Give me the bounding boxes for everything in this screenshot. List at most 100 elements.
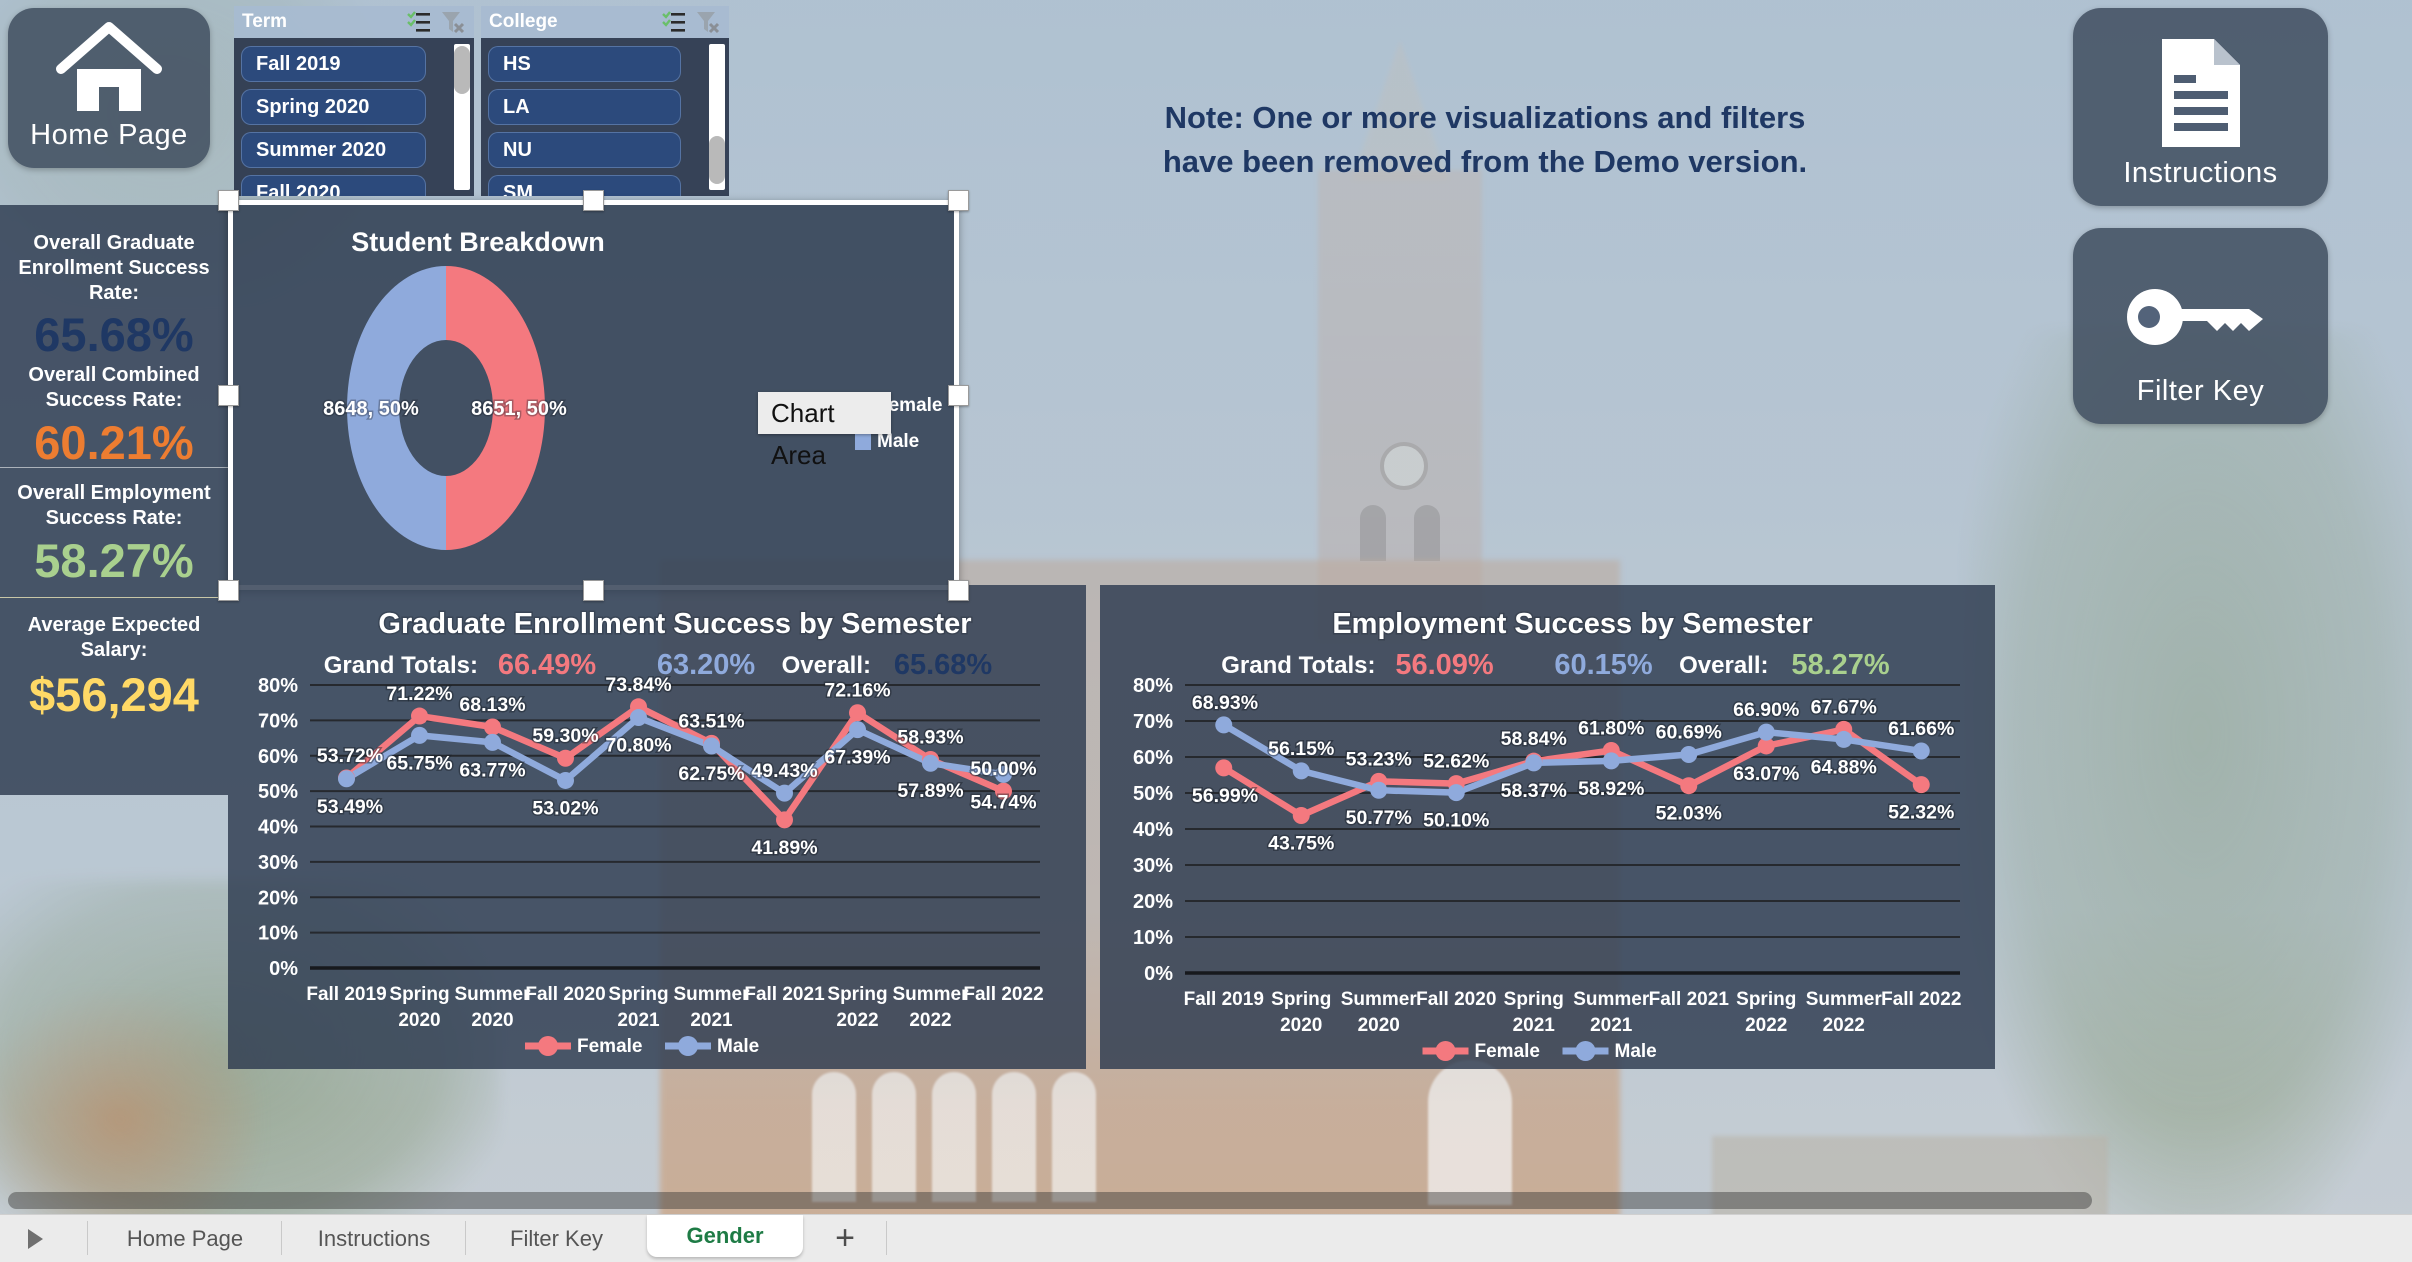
selection-handle[interactable]: [218, 190, 239, 211]
x-axis-tick: Summer: [1806, 989, 1883, 1010]
tab-instructions[interactable]: Instructions: [317, 1225, 431, 1251]
tab-separator: [281, 1221, 282, 1255]
x-axis-tick: 2022: [1823, 1015, 1865, 1036]
y-axis-tick: 50%: [1133, 783, 1173, 805]
selection-handle[interactable]: [948, 190, 969, 211]
x-axis-tick: 2020: [471, 1010, 513, 1031]
stat-3: Overall Employment Success Rate:: [0, 481, 228, 531]
y-axis-tick: 10%: [258, 923, 298, 945]
stats-sidebar: Overall Graduate Enrollment Success Rate…: [0, 205, 228, 795]
x-axis-tick: Spring: [827, 984, 887, 1005]
graduate-enrollment-chart[interactable]: Graduate Enrollment Success by Semester G…: [228, 585, 1086, 1069]
slicer-scrollbar-thumb[interactable]: [454, 46, 470, 94]
horizontal-scrollbar[interactable]: [8, 1192, 2092, 1209]
slicer-item-la[interactable]: LA: [488, 89, 681, 125]
tab-gender[interactable]: Gender: [647, 1215, 803, 1257]
data-label-male: 63.77%: [459, 759, 525, 781]
data-label-female: 72.16%: [824, 680, 890, 702]
slicer-item-sm[interactable]: SM: [488, 175, 681, 196]
legend-label: Male: [877, 431, 920, 452]
slicer-item-nu[interactable]: NU: [488, 132, 681, 168]
add-sheet-button[interactable]: +: [835, 1219, 855, 1257]
marker-female: [776, 811, 793, 829]
slicer-scrollbar[interactable]: [709, 44, 725, 190]
slicer-scrollbar-thumb[interactable]: [709, 136, 725, 184]
home-icon: [56, 22, 162, 111]
employment-success-chart[interactable]: Employment Success by Semester Grand Tota…: [1100, 585, 1995, 1069]
slicer-scrollbar[interactable]: [454, 44, 470, 190]
marker-female: [849, 704, 866, 722]
data-label-female: 71.22%: [386, 683, 452, 705]
key-icon: [2126, 289, 2263, 345]
x-axis-tick: 2020: [1280, 1015, 1322, 1036]
selection-handle[interactable]: [948, 385, 969, 406]
grand-total-male: 63.20%: [657, 649, 756, 681]
x-axis-tick: Spring: [389, 984, 449, 1005]
stat-value: 58.27%: [34, 534, 194, 587]
stat-label: Overall Graduate Enrollment Success Rate…: [18, 232, 210, 304]
home-page-button[interactable]: Home Page: [8, 8, 210, 168]
overall-value: 65.68%: [894, 649, 993, 681]
stat-4: Average Expected Salary:: [0, 613, 228, 663]
x-axis-tick: 2020: [1358, 1015, 1400, 1036]
tab-filter-key[interactable]: Filter Key: [510, 1225, 603, 1251]
legend-label: Female: [877, 395, 943, 416]
y-axis-tick: 20%: [258, 887, 298, 909]
marker-male: [630, 709, 647, 727]
marker-male: [776, 784, 793, 802]
slicer-header: College: [481, 6, 729, 38]
data-label-female: 67.67%: [1811, 696, 1877, 718]
marker-female: [411, 707, 428, 725]
marker-male: [922, 754, 939, 772]
filter-key-button[interactable]: Filter Key: [2073, 228, 2328, 424]
marker-female: [484, 718, 501, 736]
slicer-item-hs[interactable]: HS: [488, 46, 681, 82]
data-label-female: 52.62%: [1423, 751, 1489, 773]
marker-male: [1680, 746, 1698, 764]
stat-value: 60.21%: [34, 416, 194, 469]
selection-handle[interactable]: [948, 580, 969, 601]
y-axis-tick: 80%: [258, 675, 298, 697]
donut-slice-male[interactable]: [347, 266, 446, 550]
y-axis-tick: 30%: [258, 852, 298, 874]
data-label-female: 56.99%: [1192, 785, 1258, 807]
data-label-female: 53.23%: [1346, 748, 1412, 770]
slicer-item-fall-2020[interactable]: Fall 2020: [241, 175, 426, 196]
data-label-male: 70.80%: [605, 735, 671, 757]
legend-label-male: Male: [1615, 1041, 1657, 1062]
grand-total-male: 60.15%: [1554, 649, 1653, 681]
y-axis-tick: 50%: [258, 781, 298, 803]
y-axis-tick: 60%: [1133, 747, 1173, 769]
selection-handle[interactable]: [218, 580, 239, 601]
selection-handle[interactable]: [218, 385, 239, 406]
slicer-item-summer-2020[interactable]: Summer 2020: [241, 132, 426, 168]
y-axis-tick: 80%: [1133, 675, 1173, 697]
selection-handle[interactable]: [583, 190, 604, 211]
x-axis-tick: Summer: [673, 984, 750, 1005]
clear-filter-icon[interactable]: [695, 10, 721, 34]
data-label-female: 52.32%: [1888, 802, 1954, 824]
data-label-male: 53.49%: [317, 796, 383, 818]
donut-slice-female[interactable]: [446, 266, 545, 550]
data-label-female: 52.03%: [1656, 803, 1722, 825]
instructions-label: Instructions: [2123, 157, 2278, 189]
data-label-female: 68.13%: [459, 694, 525, 716]
sheet-tab-bar: Home Page Instructions Filter Key Gender +: [0, 1214, 2412, 1262]
x-axis-tick: Fall 2020: [1416, 989, 1496, 1010]
overall-label: Overall:: [782, 652, 871, 679]
sheet-nav-arrow[interactable]: [28, 1229, 43, 1249]
multi-select-icon[interactable]: [406, 10, 432, 34]
slicer-item-spring-2020[interactable]: Spring 2020: [241, 89, 426, 125]
stat-label: Overall Combined Success Rate:: [28, 364, 200, 411]
legend-label-female: Female: [1475, 1041, 1540, 1062]
tab-home-page[interactable]: Home Page: [126, 1225, 244, 1251]
y-axis-tick: 70%: [1133, 711, 1173, 733]
data-label-male: 57.89%: [897, 780, 963, 802]
multi-select-icon[interactable]: [661, 10, 687, 34]
selection-handle[interactable]: [583, 580, 604, 601]
clear-filter-icon[interactable]: [440, 10, 466, 34]
instructions-button[interactable]: Instructions: [2073, 8, 2328, 206]
slicer-item-fall-2019[interactable]: Fall 2019: [241, 46, 426, 82]
slicer-college: College HS LA NU SM: [481, 6, 729, 196]
x-axis-tick: Spring: [1736, 989, 1796, 1010]
